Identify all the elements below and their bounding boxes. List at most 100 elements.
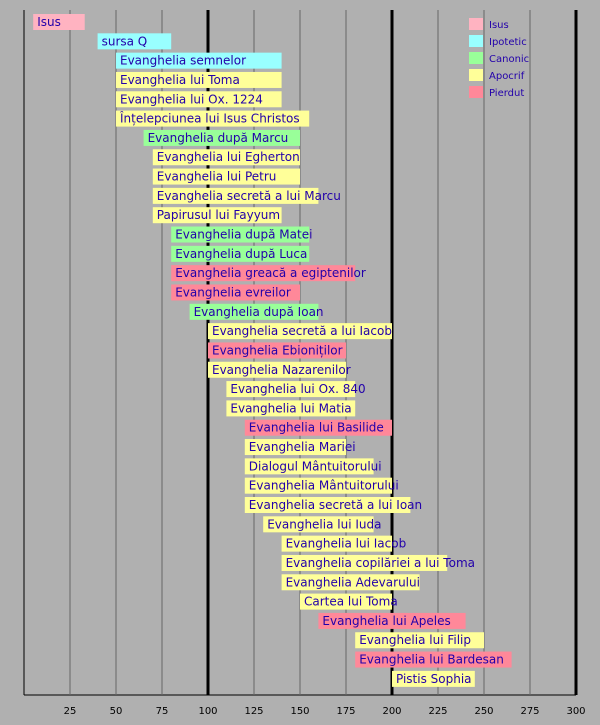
x-tick-label: 200 <box>382 706 401 717</box>
bar-mark <box>116 110 310 127</box>
bar-row: Evanghelia după Matei <box>171 226 312 243</box>
bar-row: Evanghelia lui Ox. 840 <box>226 381 366 398</box>
bar-label: Evanghelia lui Apeles <box>322 614 450 628</box>
bar-row: Cartea lui Toma <box>300 593 398 610</box>
bar-mark <box>152 149 300 166</box>
bar-row: Evanghelia lui Iuda <box>263 516 381 533</box>
bar-mark <box>152 168 300 185</box>
bar-mark <box>281 535 392 552</box>
bar-label: Evanghelia Adevarului <box>286 575 420 589</box>
bar-row: Evanghelia lui Filip <box>355 632 484 649</box>
bar-row: Evanghelia Mântuitorului <box>244 477 399 494</box>
bar-label: Evanghelia lui Bardesan <box>359 653 504 667</box>
bar-label: Evanghelia după Ioan <box>194 305 324 319</box>
bar-mark <box>116 52 282 69</box>
legend-item-ipotetic: Ipotetic <box>469 35 527 48</box>
bar-row: Evanghelia lui Bardesan <box>355 651 512 668</box>
legend-swatch <box>469 86 483 98</box>
bar-row: Evanghelia după Ioan <box>189 303 324 320</box>
bar-row: Evanghelia după Marcu <box>143 129 300 146</box>
x-tick-label: 150 <box>290 706 309 717</box>
bar-mark <box>281 574 420 591</box>
bar-row: Evanghelia lui Petru <box>152 168 300 185</box>
bar-row: Evanghelia secretă a lui Iacob <box>208 323 392 340</box>
bar-mark <box>263 516 374 533</box>
bar-row: Evanghelia lui Iacob <box>281 535 407 552</box>
x-tick-label: 275 <box>520 706 539 717</box>
bar-row: Evanghelia semnelor <box>116 52 282 69</box>
bar-label: Evanghelia lui Filip <box>359 633 471 647</box>
bar-mark <box>226 381 356 398</box>
bar-label: Cartea lui Toma <box>304 595 398 609</box>
bar-label: Evanghelia Ebioniților <box>212 343 343 357</box>
x-tick-label: 300 <box>566 706 585 717</box>
bar-label: Pistis Sophia <box>396 672 472 686</box>
bar-mark <box>116 91 282 108</box>
bar-row: Pistis Sophia <box>392 670 475 687</box>
bar-label: Evanghelia lui Iuda <box>267 517 381 531</box>
bar-label: Evanghelia lui Basilide <box>249 421 384 435</box>
bar-row: Evanghelia evreilor <box>171 284 300 301</box>
bar-mark <box>244 497 411 513</box>
legend-item-isus: Isus <box>469 18 509 31</box>
bar-label: Evanghelia după Matei <box>175 228 312 242</box>
bar-row: Evanghelia Mariei <box>244 439 356 456</box>
bar-row: Evanghelia lui Ox. 1224 <box>116 91 282 108</box>
bar-label: Evanghelia lui Ox. 1224 <box>120 92 263 106</box>
bar-mark <box>208 342 346 359</box>
bar-mark <box>143 129 300 146</box>
bar-label: Dialogul Mântuitorului <box>249 459 382 473</box>
bar-label: Înțelepciunea lui Isus Christos <box>119 111 300 126</box>
bar-mark <box>208 361 346 378</box>
bar-mark <box>318 612 466 629</box>
bar-mark <box>171 226 310 243</box>
bar-label: Evanghelia după Marcu <box>148 131 289 145</box>
x-tick-label: 175 <box>336 706 355 717</box>
legend-item-apocrif: Apocrif <box>469 69 525 82</box>
bar-row: sursa Q <box>97 33 172 50</box>
bar-mark <box>171 284 300 301</box>
legend-swatch <box>469 18 483 30</box>
bar-mark <box>171 265 356 282</box>
bar-row: Evanghelia după Luca <box>171 245 310 262</box>
bar-row: Evanghelia lui Egherton <box>152 149 300 166</box>
bar-row: Evanghelia copilăriei a lui Toma <box>281 554 475 571</box>
x-tick-label: 100 <box>198 706 217 717</box>
x-tick-label: 75 <box>156 706 169 717</box>
bar-row: Evanghelia lui Apeles <box>318 612 466 629</box>
legend-swatch <box>469 35 483 47</box>
legend-label: Apocrif <box>489 71 525 82</box>
bar-mark <box>33 14 85 30</box>
bar-label: Evanghelia semnelor <box>120 54 246 68</box>
bar-label: Isus <box>37 15 61 29</box>
bar-label: Evanghelia lui Matia <box>230 401 351 415</box>
bar-label: Evanghelia lui Petru <box>157 170 277 184</box>
bar-mark <box>152 187 319 204</box>
legend-label: Pierdut <box>489 88 524 99</box>
bar-mark <box>300 593 392 610</box>
bar-label: Evanghelia evreilor <box>175 285 291 299</box>
legend-label: Ipotetic <box>489 37 527 48</box>
bar-mark <box>97 33 172 50</box>
bar-label: Evanghelia Mariei <box>249 440 356 454</box>
legend: Isus Ipotetic Canonic Apocrif Pierdut <box>469 18 529 99</box>
bar-label: Evanghelia lui Iacob <box>286 537 407 551</box>
bar-label: Evanghelia după Luca <box>175 247 307 261</box>
bar-row: Evanghelia lui Matia <box>226 400 356 417</box>
bar-row: Evanghelia greacă a egiptenilor <box>171 265 366 282</box>
bar-mark <box>244 458 374 475</box>
bar-label: Evanghelia Mântuitorului <box>249 479 399 493</box>
bar-mark <box>355 632 484 649</box>
bar-mark <box>171 245 310 262</box>
legend-label: Canonic <box>489 54 529 65</box>
bar-row: Evanghelia lui Basilide <box>244 419 392 436</box>
bar-mark <box>226 400 356 417</box>
bar-row: Papirusul lui Fayyum <box>152 207 282 224</box>
bar-mark <box>189 303 319 320</box>
x-tick-label: 225 <box>428 706 447 717</box>
legend-item-pierdut: Pierdut <box>469 86 524 99</box>
x-tick-label: 125 <box>244 706 263 717</box>
bar-row: Evanghelia Nazarenilor <box>208 361 351 378</box>
x-tick-label: 25 <box>64 706 77 717</box>
